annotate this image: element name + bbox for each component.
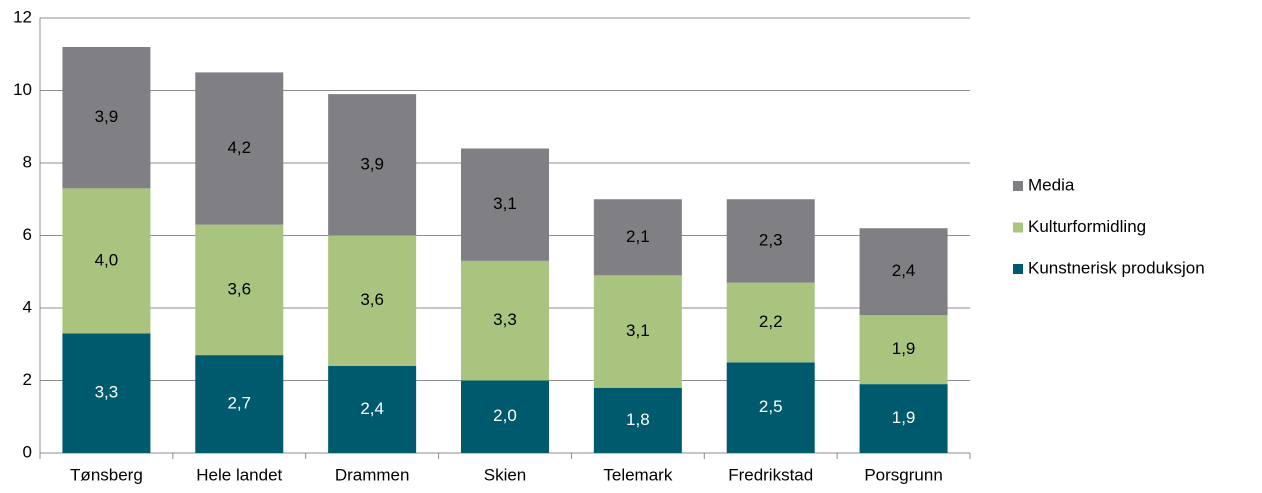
data-label: 4,2 <box>227 138 251 157</box>
y-tick-label: 10 <box>13 80 32 99</box>
legend-label: Media <box>1028 175 1075 194</box>
data-label: 3,6 <box>227 279 251 298</box>
data-label: 3,3 <box>95 383 119 402</box>
data-label: 3,1 <box>493 194 517 213</box>
bar-segment <box>328 366 417 453</box>
data-label: 4,0 <box>95 250 119 269</box>
bar-segment <box>593 199 682 276</box>
x-tick-label: Hele landet <box>196 465 282 484</box>
data-label: 1,9 <box>892 408 916 427</box>
y-tick-label: 12 <box>13 7 32 26</box>
data-label: 2,7 <box>227 394 251 413</box>
bar-segment <box>859 228 948 316</box>
bar-segment <box>726 199 815 283</box>
bar-segment <box>62 333 151 453</box>
data-label: 2,2 <box>759 312 783 331</box>
x-tick-label: Drammen <box>335 465 410 484</box>
bar-segment <box>195 72 284 225</box>
legend-label: Kulturformidling <box>1028 217 1146 236</box>
bar-segment <box>593 275 682 388</box>
bar-segment <box>726 362 815 453</box>
y-tick-label: 4 <box>23 297 32 316</box>
x-tick-label: Skien <box>484 465 527 484</box>
data-label: 2,1 <box>626 227 650 246</box>
data-label: 3,1 <box>626 321 650 340</box>
data-label: 1,8 <box>626 410 650 429</box>
data-label: 3,6 <box>360 290 384 309</box>
bar-segment <box>461 148 549 261</box>
bar-segment <box>328 235 417 366</box>
data-label: 2,3 <box>759 230 783 249</box>
y-tick-label: 8 <box>23 152 32 171</box>
x-tick-label: Telemark <box>603 465 672 484</box>
x-tick-label: Porsgrunn <box>864 465 942 484</box>
bar-segment <box>593 387 682 453</box>
bar-segment <box>62 47 151 189</box>
data-label: 2,4 <box>892 261 916 280</box>
legend-label: Kunstnerisk produksjon <box>1028 258 1205 277</box>
legend-swatch <box>1013 181 1023 191</box>
bar-segment <box>195 224 284 356</box>
x-tick-label: Tønsberg <box>70 465 143 484</box>
bar-segment <box>461 380 549 453</box>
bar-segment <box>195 355 284 453</box>
data-label: 2,5 <box>759 397 783 416</box>
bar-segment <box>62 188 151 334</box>
bar-segment <box>461 260 549 381</box>
data-label: 1,9 <box>892 339 916 358</box>
bar-segment <box>859 384 948 453</box>
data-label: 3,9 <box>95 107 119 126</box>
x-tick-label: Fredrikstad <box>728 465 813 484</box>
y-tick-label: 6 <box>23 225 32 244</box>
data-label: 3,3 <box>493 310 517 329</box>
y-tick-label: 0 <box>23 442 32 461</box>
legend-swatch <box>1013 222 1023 233</box>
data-label: 2,0 <box>493 406 517 425</box>
bar-segment <box>328 94 417 236</box>
y-tick-label: 2 <box>23 370 32 389</box>
data-label: 3,9 <box>360 154 384 173</box>
bar-segment <box>726 282 815 363</box>
bar-segment <box>859 315 948 385</box>
data-label: 2,4 <box>360 399 384 418</box>
legend-swatch <box>1013 264 1023 274</box>
